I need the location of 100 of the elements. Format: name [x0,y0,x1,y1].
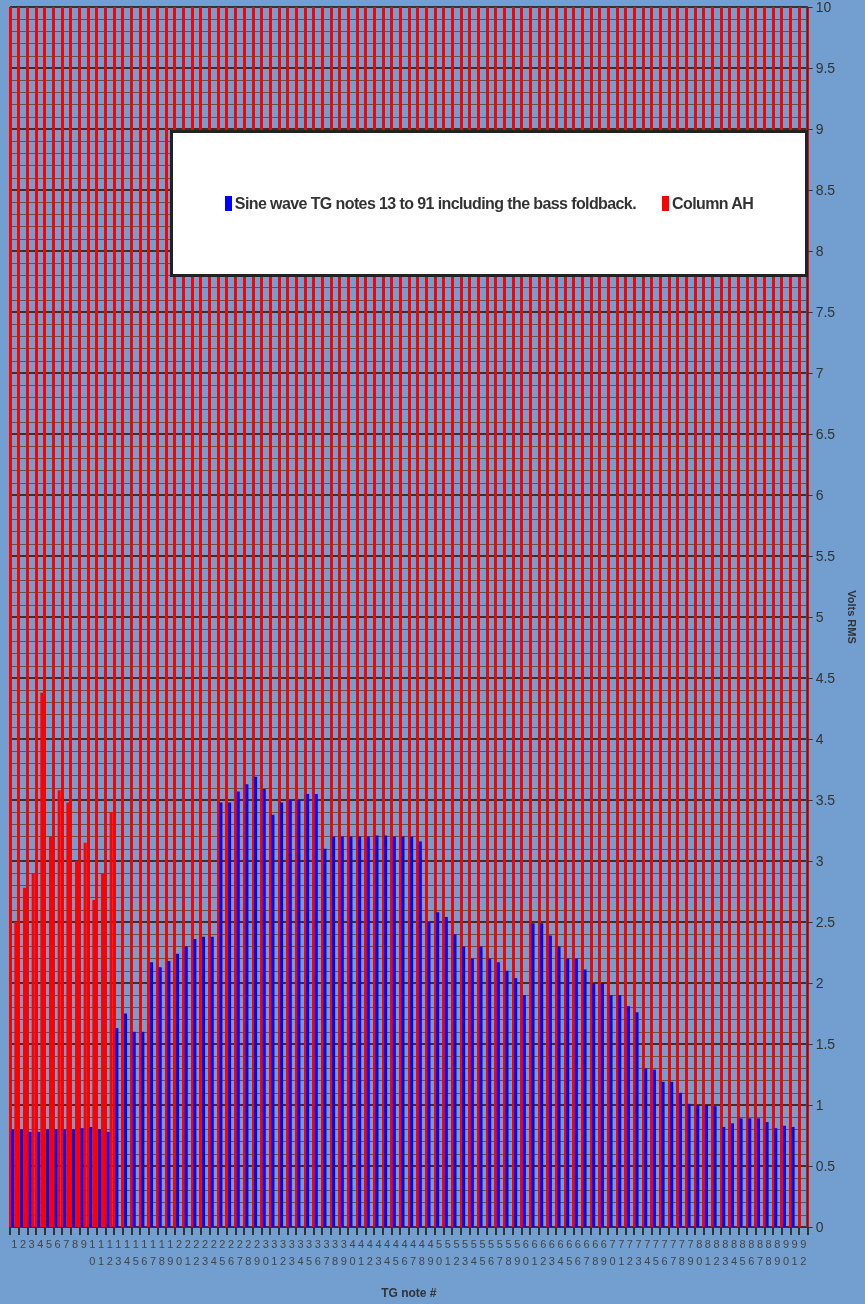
y-tick-label: 7.5 [815,304,836,320]
x-tick-label: 9 [80,1237,87,1250]
y-tick-label: 10 [815,0,832,15]
bar [670,1081,674,1227]
x-tick-label: 6 [54,1237,61,1250]
x-tick-label: 64 [557,1237,564,1267]
y-tick-label: 5 [815,609,824,625]
x-tick-label: 87 [756,1237,764,1267]
bar [748,1118,752,1227]
x-tick-label: 42 [366,1237,373,1267]
x-tick-label: 29 [254,1237,261,1267]
bar [583,969,587,1227]
bar [115,1028,119,1227]
bar [401,836,405,1227]
bar [410,836,414,1227]
bar [11,1129,15,1227]
x-tick-label: 68 [592,1237,599,1267]
x-tick-label: 35 [306,1237,313,1267]
x-tick-label: 20 [176,1237,183,1267]
bar [540,923,544,1227]
x-tick-label: 76 [661,1237,668,1267]
bar [202,936,206,1227]
x-tick-label: 57 [496,1237,503,1267]
x-axis-title: TG note # [381,1286,437,1300]
bar [340,836,344,1227]
x-tick-label: 65 [566,1237,573,1267]
bar [765,1122,769,1227]
bar [306,793,310,1227]
bar [713,1106,717,1227]
x-tick-label: 37 [323,1237,330,1267]
x-tick-label: 71 [618,1237,625,1267]
bar [600,983,604,1227]
bar [774,1128,778,1227]
bar [470,958,474,1227]
x-tick-label: 84 [730,1237,738,1267]
bar [609,995,613,1227]
bar [418,841,422,1227]
bar [141,1031,145,1227]
x-tick-label: 3 [28,1237,35,1250]
bar [462,946,466,1227]
bar [488,958,492,1227]
bar [332,836,336,1227]
bar [167,961,171,1227]
bar [652,1069,656,1227]
x-tick-label: 67 [583,1237,590,1267]
y-tick-label: 2 [815,975,824,991]
bar [739,1118,743,1227]
x-tick-label: 50 [436,1237,443,1267]
y-tick-label: 0 [815,1219,824,1235]
x-tick-label: 88 [765,1237,772,1267]
x-tick-label: 14 [123,1237,131,1267]
y-tick-label: 3.5 [815,792,836,808]
y-tick-label: 6.5 [815,426,836,442]
y-tick-label: 4 [815,731,824,747]
x-tick-label: 52 [453,1237,460,1267]
bar [384,835,388,1227]
y-tick-label: 9.5 [815,60,836,76]
bar [687,1103,691,1227]
x-tick-label: 23 [202,1237,209,1267]
x-tick-label: 22 [193,1237,200,1267]
bar [522,995,526,1227]
legend-label: Column AH [672,194,754,213]
bar [28,1131,32,1227]
bar [730,1123,734,1227]
bar [71,1129,76,1227]
x-tick-label: 8 [71,1237,79,1250]
x-tick-label: 26 [228,1237,235,1267]
x-tick-label: 25 [219,1237,226,1267]
bar [427,922,431,1227]
bar [98,1129,102,1227]
y-tick-label: 8 [815,243,824,259]
bar [678,1092,682,1227]
x-tick-label: 1 [11,1237,18,1250]
x-tick-label: 92 [800,1237,807,1267]
y-tick-label: 3 [815,853,824,869]
x-tick-label: 43 [375,1237,382,1267]
bar [176,953,180,1227]
x-tick-label: 7 [63,1237,70,1250]
bar [236,791,240,1227]
bar [479,946,483,1227]
bar [106,1131,110,1227]
bar [557,946,561,1227]
x-tick-label: 40 [349,1237,356,1267]
bar [63,1129,67,1227]
x-tick-label: 75 [652,1237,659,1267]
bar [254,776,258,1227]
bar [453,934,457,1227]
bar [37,1131,41,1227]
bar [80,1128,84,1227]
x-tick-label: 18 [158,1237,165,1267]
bar [124,1013,128,1227]
bar [661,1081,665,1227]
x-tick-label: 48 [418,1237,425,1267]
y-tick-label: 1.5 [815,1036,836,1052]
bar [592,983,596,1227]
bar [366,836,370,1227]
bar [219,802,223,1227]
x-tick-label: 44 [384,1237,391,1267]
x-tick-label: 70 [609,1237,616,1267]
x-tick-label: 45 [392,1237,399,1267]
